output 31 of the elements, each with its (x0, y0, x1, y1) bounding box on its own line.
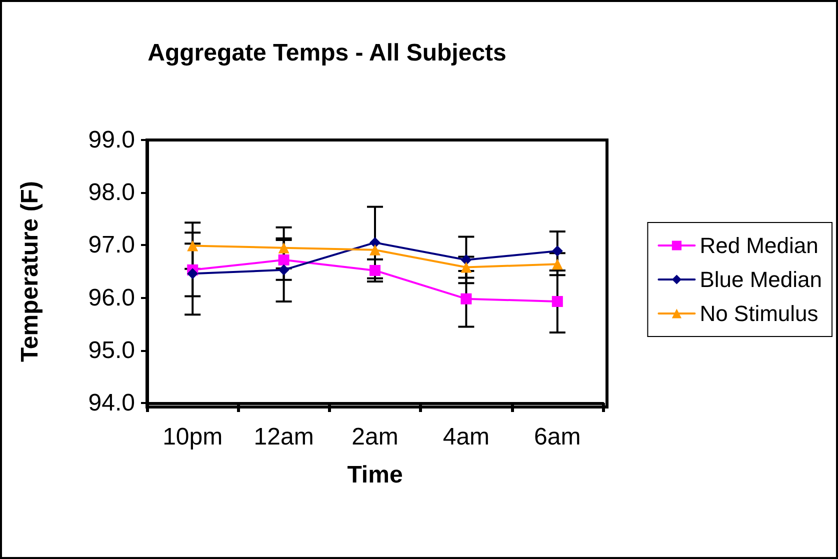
legend-label: Blue Median (700, 267, 822, 292)
point (460, 293, 472, 304)
y-axis-title: Temperature (F) (16, 181, 44, 362)
point (552, 258, 563, 270)
y-tick-label: 96.0 (88, 284, 135, 312)
y-tick-label: 98.0 (88, 179, 135, 206)
x-tick-label: 4am (442, 424, 490, 450)
x-tick-label: 6am (534, 424, 581, 450)
y-tick-label: 94.0 (88, 390, 135, 416)
point (187, 240, 198, 252)
point (460, 254, 472, 266)
y-tick-label: 95.0 (88, 336, 135, 364)
point (552, 245, 563, 256)
point (278, 264, 290, 276)
legend-label: No Stimulus (700, 301, 818, 326)
x-axis-title: Time (347, 462, 403, 488)
y-tick-label: 99.0 (88, 126, 135, 154)
x-tick-label: 12am (254, 424, 314, 450)
point (370, 237, 380, 248)
point (278, 242, 290, 254)
x-tick-label: 10pm (162, 424, 223, 450)
legend-label: Red Median (700, 233, 818, 258)
chart-title: Aggregate Temps - All Subjects (148, 40, 506, 66)
y-tick-label: 97.0 (88, 232, 135, 259)
point (187, 268, 198, 280)
point (278, 254, 290, 266)
point (370, 264, 380, 276)
point (552, 296, 563, 307)
point (370, 244, 380, 256)
point (460, 262, 472, 273)
x-tick-label: 2am (352, 424, 398, 450)
